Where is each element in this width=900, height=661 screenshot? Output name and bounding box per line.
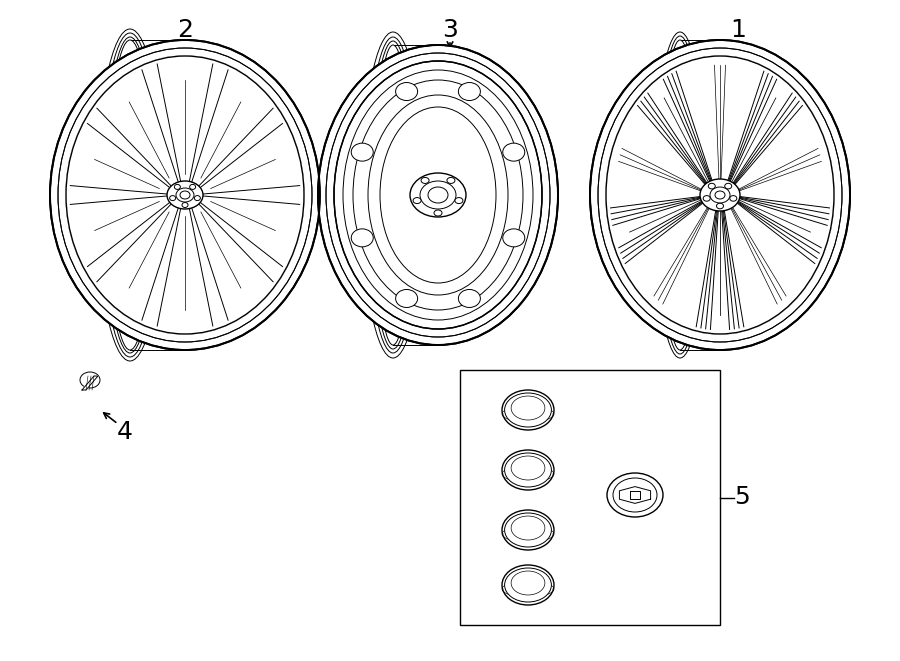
Ellipse shape [724, 183, 732, 189]
Ellipse shape [169, 196, 176, 200]
Ellipse shape [66, 56, 304, 334]
Ellipse shape [730, 196, 737, 201]
Text: 3: 3 [442, 18, 458, 42]
Ellipse shape [396, 83, 418, 100]
Ellipse shape [108, 40, 152, 350]
Ellipse shape [318, 45, 558, 345]
Ellipse shape [447, 177, 454, 184]
Text: 1: 1 [730, 18, 746, 42]
Ellipse shape [590, 40, 850, 350]
Ellipse shape [458, 290, 481, 307]
Ellipse shape [351, 229, 374, 247]
Ellipse shape [190, 184, 195, 190]
Ellipse shape [605, 55, 835, 335]
Ellipse shape [710, 187, 730, 203]
Ellipse shape [703, 196, 710, 201]
Ellipse shape [343, 70, 533, 320]
Ellipse shape [396, 290, 418, 307]
Ellipse shape [716, 203, 724, 209]
Ellipse shape [351, 143, 374, 161]
Text: 4: 4 [117, 420, 133, 444]
Ellipse shape [428, 187, 448, 203]
Polygon shape [82, 376, 98, 390]
Ellipse shape [502, 466, 554, 482]
Ellipse shape [700, 179, 740, 211]
Ellipse shape [167, 181, 203, 209]
Ellipse shape [421, 177, 429, 184]
Ellipse shape [80, 372, 100, 388]
Text: 6: 6 [607, 428, 623, 452]
Ellipse shape [502, 406, 554, 422]
Ellipse shape [182, 202, 188, 208]
Ellipse shape [502, 526, 554, 542]
Ellipse shape [607, 473, 663, 517]
Ellipse shape [505, 453, 552, 487]
Ellipse shape [175, 184, 180, 190]
Ellipse shape [334, 61, 542, 329]
Ellipse shape [375, 45, 411, 345]
Ellipse shape [413, 198, 421, 204]
Ellipse shape [50, 40, 320, 350]
Ellipse shape [194, 196, 201, 200]
Ellipse shape [420, 181, 456, 209]
Ellipse shape [503, 229, 525, 247]
Ellipse shape [662, 40, 698, 350]
Ellipse shape [613, 478, 657, 512]
Ellipse shape [606, 56, 834, 334]
Ellipse shape [454, 198, 463, 204]
Ellipse shape [505, 513, 552, 547]
Text: 2: 2 [177, 18, 193, 42]
Ellipse shape [410, 173, 466, 217]
Ellipse shape [176, 188, 194, 202]
Ellipse shape [434, 210, 442, 216]
Ellipse shape [502, 581, 554, 597]
Text: 5: 5 [734, 485, 750, 510]
Ellipse shape [715, 191, 725, 199]
Ellipse shape [180, 191, 190, 199]
Bar [460, 370, 720, 625]
Ellipse shape [708, 183, 716, 189]
Ellipse shape [65, 55, 305, 335]
Ellipse shape [505, 568, 552, 602]
Ellipse shape [503, 143, 525, 161]
Ellipse shape [505, 393, 552, 427]
Ellipse shape [458, 83, 481, 100]
